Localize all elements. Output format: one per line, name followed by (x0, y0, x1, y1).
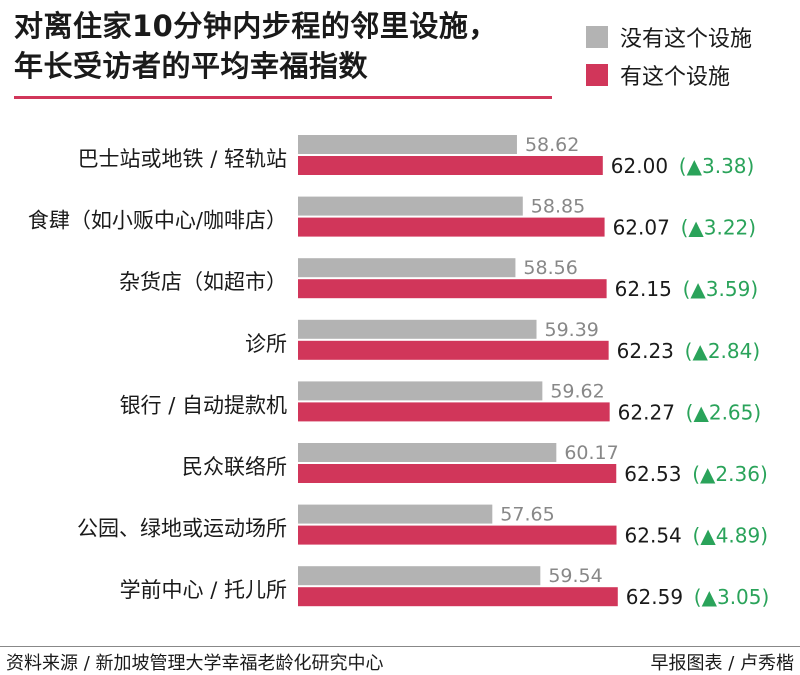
value-label-with: 62.59 (626, 585, 683, 609)
value-label-with: 62.00 (611, 154, 668, 178)
delta-label: (▲2.65) (686, 400, 762, 424)
delta-label: (▲3.05) (694, 585, 770, 609)
title-line-2: 年长受访者的平均幸福指数 (14, 49, 369, 83)
category-label: 银行 / 自动提款机 (120, 393, 287, 417)
bar-without (298, 135, 517, 154)
bar-without (298, 566, 541, 586)
value-label-without: 59.62 (550, 380, 604, 402)
category-label: 杂货店（如超市） (119, 270, 287, 294)
value-label-without: 58.56 (523, 257, 577, 279)
legend: 没有这个设施 有这个设施 (586, 18, 752, 94)
value-label-without: 58.62 (525, 134, 579, 156)
bar-without (298, 258, 516, 278)
delta-label: (▲4.89) (693, 524, 769, 548)
bar-without (298, 381, 543, 401)
delta-label: (▲2.84) (685, 339, 761, 363)
value-label-with: 62.23 (617, 339, 674, 363)
bar-chart: 巴士站或地铁 / 轻轨站 58.62 62.00 (▲3.38) 食肆（如小贩中心/咖啡… (28, 134, 770, 609)
value-label-with: 62.54 (625, 524, 682, 548)
legend-item-without: 没有这个设施 (586, 18, 752, 56)
bar-with (298, 156, 603, 175)
legend-item-with: 有这个设施 (586, 56, 752, 94)
category-label: 巴士站或地铁 / 轻轨站 (78, 147, 287, 171)
value-label-with: 62.53 (624, 462, 681, 486)
value-label-without: 58.85 (531, 196, 585, 218)
bar-without (298, 443, 557, 462)
credit-note: 早报图表 / 卢秀楷 (650, 653, 794, 674)
legend-label-without: 没有这个设施 (620, 27, 753, 52)
legend-label-with: 有这个设施 (620, 65, 731, 90)
bar-with (298, 340, 609, 360)
category-label: 公园、绿地或运动场所 (77, 517, 287, 541)
chart-title: 对离住家10分钟内步程的邻里设施， 年长受访者的平均幸福指数 (14, 6, 498, 86)
bar-with (298, 464, 617, 483)
legend-swatch-without (586, 26, 608, 48)
category-label: 食肆（如小贩中心/咖啡店） (28, 209, 287, 233)
value-label-without: 59.54 (548, 565, 602, 587)
delta-label: (▲2.36) (692, 462, 768, 486)
bar-with (298, 279, 607, 299)
title-underline (14, 96, 552, 99)
category-label: 诊所 (245, 332, 287, 356)
value-label-without: 60.17 (564, 442, 618, 464)
delta-label: (▲3.38) (679, 154, 755, 178)
bar-without (298, 196, 523, 216)
category-label: 民众联络所 (182, 455, 287, 479)
bar-with (298, 587, 618, 607)
value-label-with: 62.15 (615, 277, 672, 301)
legend-swatch-with (586, 64, 608, 86)
footer: 资料来源 / 新加坡管理大学幸福老龄化研究中心 早报图表 / 卢秀楷 (0, 646, 800, 674)
bar-without (298, 504, 493, 524)
bar-with (298, 525, 617, 545)
value-label-with: 62.27 (618, 400, 675, 424)
value-label-without: 59.39 (545, 319, 599, 341)
bar-with (298, 402, 610, 422)
delta-label: (▲3.59) (683, 277, 759, 301)
bar-without (298, 319, 537, 339)
bar-with (298, 217, 605, 237)
value-label-without: 57.65 (500, 504, 554, 526)
category-label: 学前中心 / 托儿所 (120, 578, 287, 602)
delta-label: (▲3.22) (681, 216, 757, 240)
source-note: 资料来源 / 新加坡管理大学幸福老龄化研究中心 (6, 653, 384, 674)
title-line-1: 对离住家10分钟内步程的邻里设施， (14, 9, 498, 43)
value-label-with: 62.07 (613, 216, 670, 240)
